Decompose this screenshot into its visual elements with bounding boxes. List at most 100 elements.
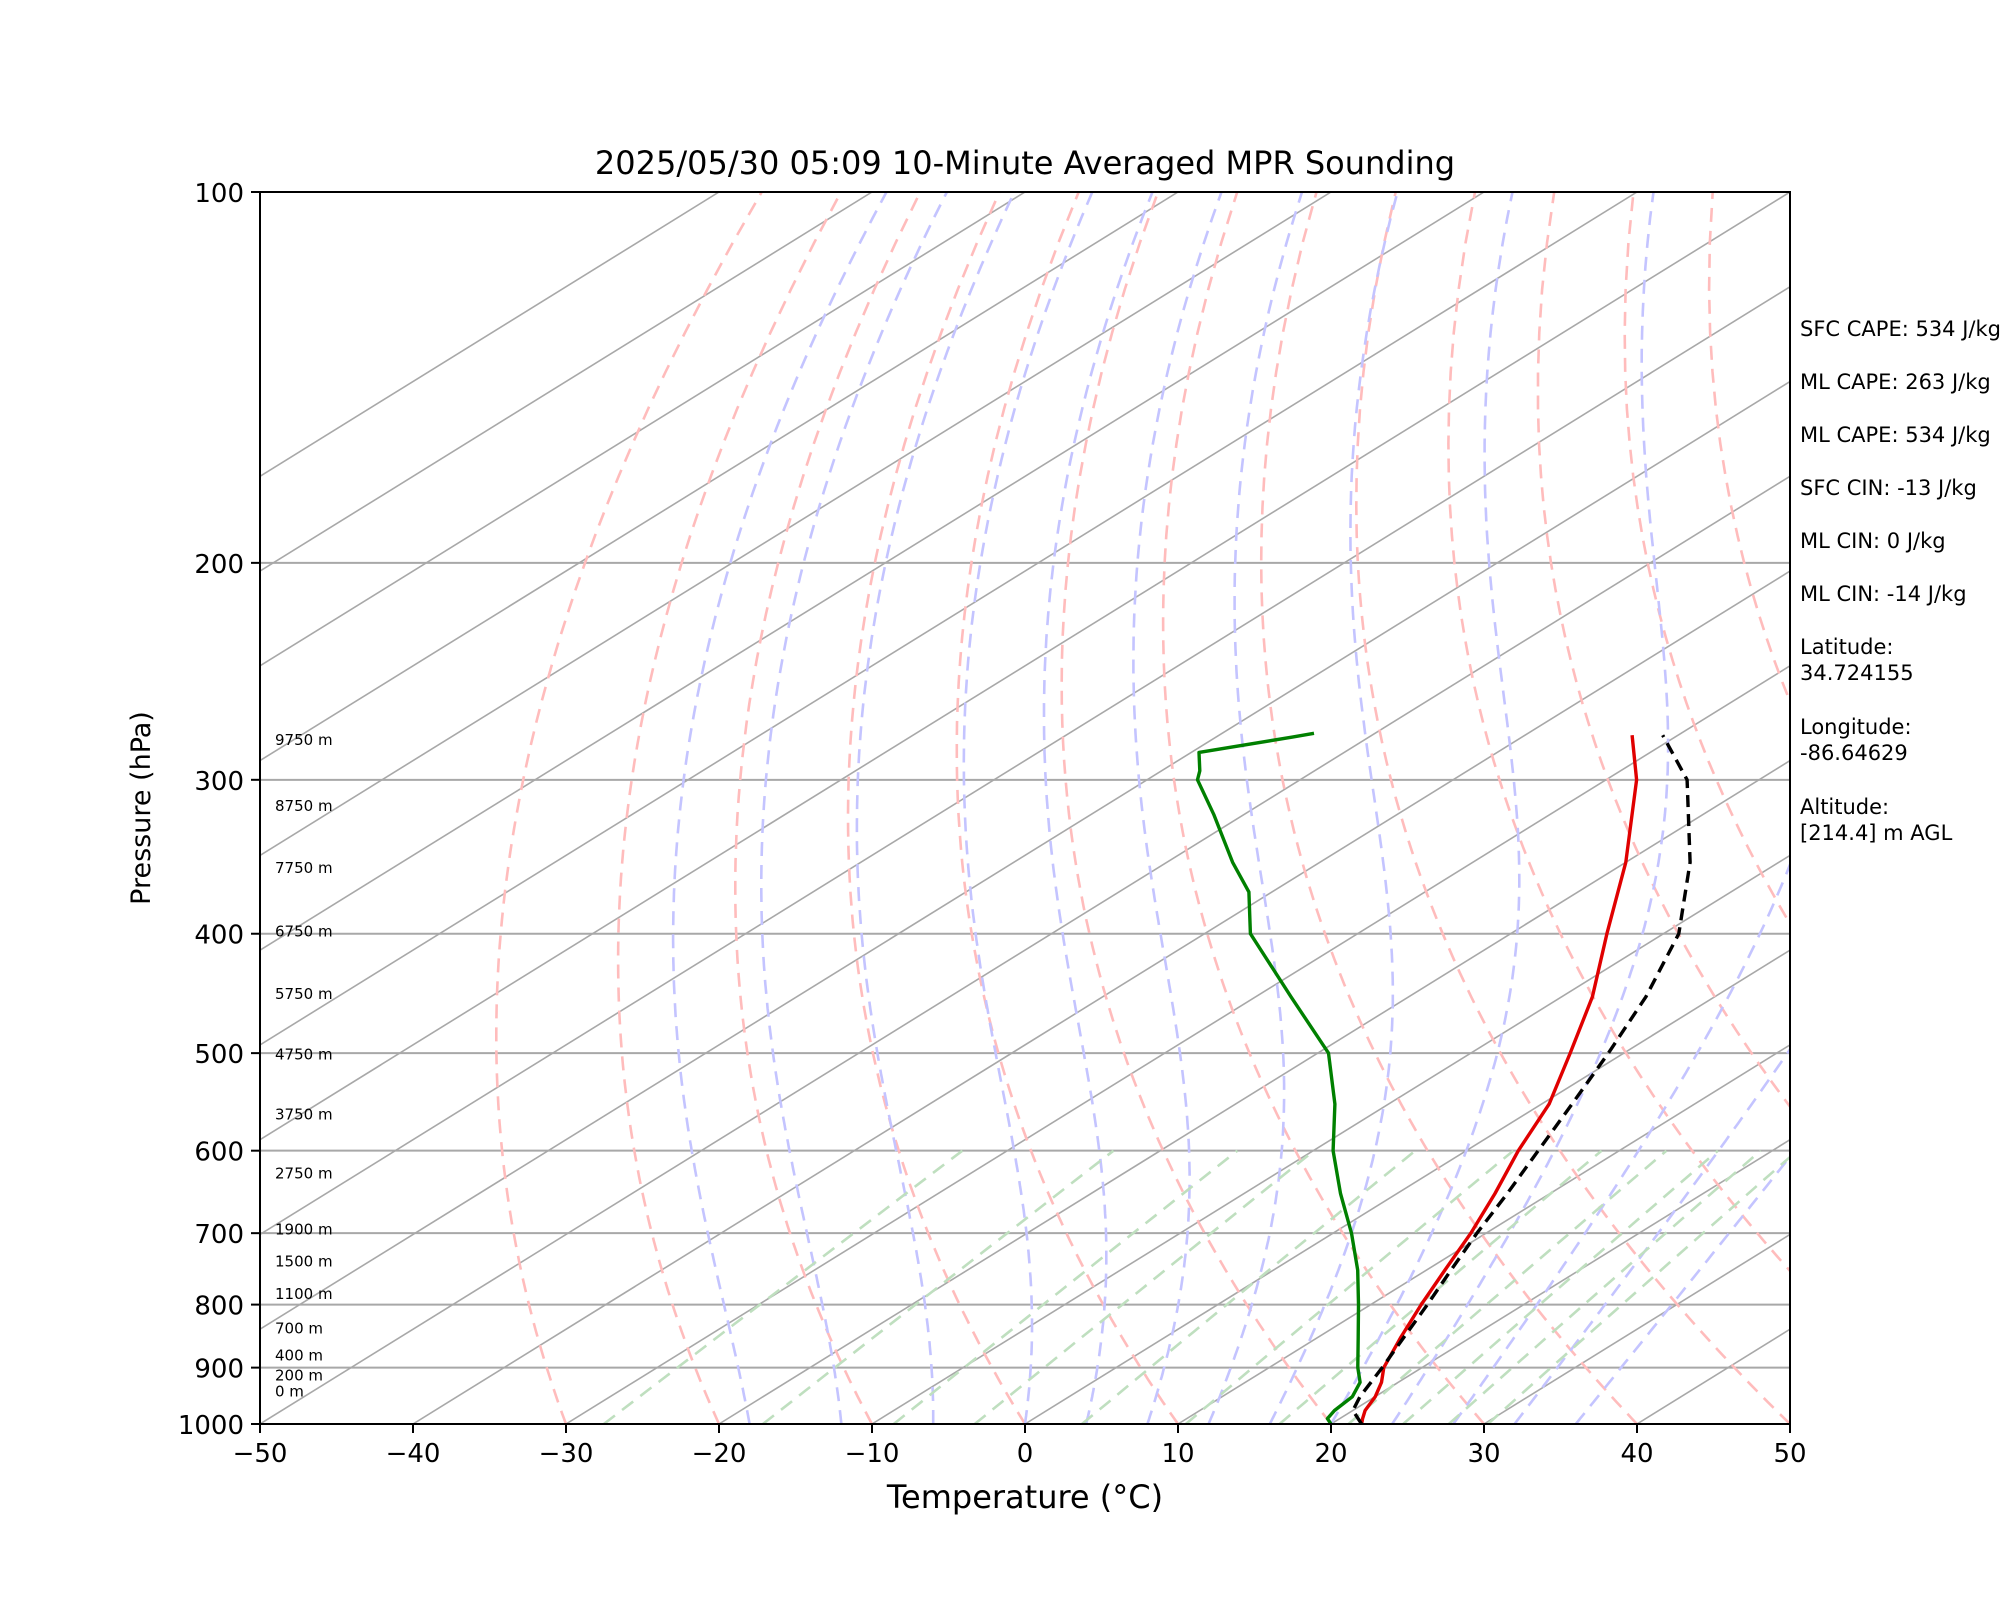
dry-adiabat-line — [955, 192, 1180, 1424]
isotherm-line — [260, 475, 1790, 1424]
x-axis-label: Temperature (°C) — [886, 1478, 1163, 1516]
x-tick-label: −10 — [845, 1439, 900, 1469]
x-tick-label: 50 — [1773, 1439, 1806, 1469]
mixing-ratio-line — [762, 1149, 1115, 1424]
mixing-ratio-line — [1347, 1149, 1668, 1424]
y-tick-label: 700 — [194, 1220, 244, 1250]
dry-adiabat-line — [1623, 192, 1790, 927]
dry-adiabat-line — [846, 192, 1027, 1424]
y-tick-label: 900 — [194, 1355, 244, 1385]
height-label: 4750 m — [275, 1046, 333, 1064]
isotherm-line — [871, 854, 1790, 1424]
height-label: 7750 m — [275, 859, 333, 877]
sounding-parameter-text: ML CIN: -14 J/kg — [1800, 582, 1967, 606]
mixing-ratio-line — [1447, 1149, 1762, 1424]
height-label: 9750 m — [275, 731, 333, 749]
mixing-ratio-line — [603, 1149, 964, 1424]
y-tick-label: 600 — [194, 1138, 244, 1168]
dry-adiabat-line — [1060, 192, 1333, 1424]
isotherm-line — [260, 192, 720, 478]
x-tick-label: −40 — [386, 1439, 441, 1469]
dry-adiabat-line — [1354, 192, 1790, 1424]
moist-adiabat-line — [1132, 192, 1223, 1424]
dry-adiabat-line — [1536, 192, 1790, 1109]
isotherm-line — [260, 192, 1790, 1141]
mixing-ratio-line — [1278, 1149, 1603, 1424]
isotherm-line — [718, 759, 1790, 1424]
y-axis-label: Pressure (hPa) — [126, 711, 157, 905]
parcel-line — [1351, 734, 1692, 1424]
dry-adiabat-line — [494, 192, 763, 1424]
moist-adiabat-line — [962, 192, 1094, 1424]
sounding-parameter-text: -86.64629 — [1800, 741, 1908, 765]
isotherm-line — [260, 192, 873, 573]
y-tick-label: 300 — [194, 767, 244, 797]
x-tick-label: 30 — [1467, 1439, 1500, 1469]
x-tick-label: −30 — [539, 1439, 594, 1469]
isotherm-line — [260, 285, 1790, 1236]
height-label: 0 m — [275, 1383, 304, 1401]
height-label: 1500 m — [275, 1253, 333, 1271]
dewpoint-line — [1195, 731, 1362, 1424]
isotherm-line — [1330, 1138, 1790, 1424]
sounding-parameter-text: SFC CIN: -13 J/kg — [1800, 476, 1977, 500]
sounding-parameter-text: ML CAPE: 263 J/kg — [1800, 370, 1991, 394]
y-tick-label: 100 — [194, 179, 244, 209]
height-label: 6750 m — [275, 922, 333, 940]
mixing-ratio-line — [973, 1149, 1315, 1424]
moist-adiabat-line — [1268, 192, 1399, 1424]
x-tick-label: −50 — [233, 1439, 288, 1469]
y-tick-label: 1000 — [178, 1411, 244, 1441]
sounding-parameter-text: 34.724155 — [1800, 661, 1914, 685]
x-tick-label: 40 — [1620, 1439, 1653, 1469]
y-tick-label: 200 — [194, 550, 244, 580]
moist-adiabat-line — [1391, 192, 1670, 1424]
height-label: 5750 m — [275, 985, 333, 1003]
moist-adiabat-line — [1207, 192, 1304, 1424]
moist-adiabat-line — [1452, 861, 1790, 1424]
mixing-ratio-line — [1487, 1155, 1790, 1424]
sounding-parameter-text: [214.4] m AGL — [1800, 821, 1953, 845]
isotherm-line — [1024, 949, 1790, 1424]
mixing-ratio-line — [1184, 1149, 1515, 1424]
sounding-parameter-text: Longitude: — [1800, 715, 1912, 739]
y-tick-label: 400 — [194, 921, 244, 951]
dry-adiabat-line — [1707, 192, 1790, 705]
isotherm-line — [260, 192, 1638, 1046]
mixing-ratio-line — [1402, 1149, 1719, 1424]
temperature-line — [1359, 735, 1639, 1424]
isotherm-line — [565, 664, 1790, 1424]
y-tick-label: 800 — [194, 1292, 244, 1322]
isotherm-line — [412, 570, 1790, 1424]
dry-adiabat-line — [733, 192, 922, 1424]
moist-adiabat-line — [855, 192, 1016, 1424]
sounding-parameter-text: Latitude: — [1800, 635, 1894, 659]
moist-adiabat-line — [1329, 192, 1521, 1424]
x-tick-label: 10 — [1161, 1439, 1194, 1469]
mixing-ratio-line — [892, 1149, 1239, 1424]
height-label: 2750 m — [275, 1165, 333, 1183]
isotherm-line — [260, 192, 1026, 667]
dry-adiabat-line — [616, 192, 843, 1424]
sounding-parameter-text: Altitude: — [1800, 795, 1890, 819]
sounding-parameter-text: ML CAPE: 534 J/kg — [1800, 423, 1991, 447]
moist-adiabat-line — [1513, 1047, 1790, 1424]
height-label: 200 m — [275, 1367, 323, 1385]
sounding-parameter-text: SFC CAPE: 534 J/kg — [1800, 317, 2000, 341]
isotherm-line — [260, 192, 1332, 857]
isotherm-line — [260, 380, 1790, 1331]
y-tick-label: 500 — [194, 1040, 244, 1070]
x-tick-label: 20 — [1314, 1439, 1347, 1469]
isotherm-line — [260, 192, 1179, 762]
height-label: 400 m — [275, 1346, 323, 1364]
height-label: 8750 m — [275, 797, 333, 815]
sounding-parameter-text: ML CIN: 0 J/kg — [1800, 529, 1946, 553]
dry-adiabat-line — [1259, 192, 1638, 1424]
x-tick-label: 0 — [1017, 1439, 1034, 1469]
moist-adiabat-line — [1042, 192, 1154, 1424]
height-label: 1100 m — [275, 1285, 333, 1303]
height-label: 3750 m — [275, 1106, 333, 1124]
moist-adiabat-line — [759, 192, 949, 1424]
chart-title: 2025/05/30 05:09 10-Minute Averaged MPR … — [595, 144, 1455, 182]
